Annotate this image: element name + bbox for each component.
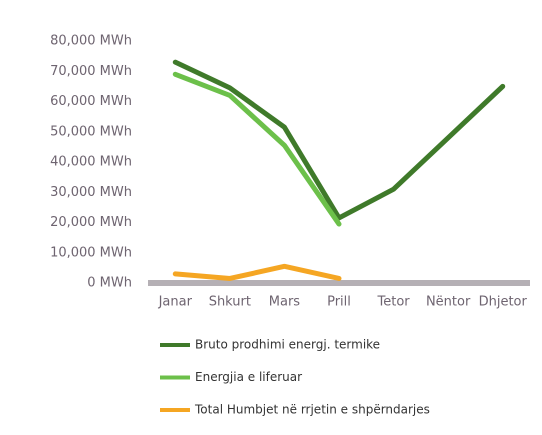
y-tick-label: 40,000 MWh xyxy=(50,155,132,170)
y-tick-label: 60,000 MWh xyxy=(50,94,132,109)
series-line xyxy=(172,71,342,227)
series-line xyxy=(172,263,342,281)
x-tick-label: Dhjetor xyxy=(479,295,528,310)
y-tick-label: 0 MWh xyxy=(87,276,132,291)
x-axis xyxy=(148,280,530,286)
x-tick-label: Prill xyxy=(327,295,351,310)
x-tick-label: Tetor xyxy=(377,295,411,310)
x-tick-label: Nëntor xyxy=(426,295,471,310)
y-tick-label: 20,000 MWh xyxy=(50,215,132,230)
y-tick-label: 10,000 MWh xyxy=(50,245,132,260)
x-tick-label: Shkurt xyxy=(209,295,251,310)
legend-label: Bruto prodhimi energj. termike xyxy=(195,338,380,352)
y-tick-label: 70,000 MWh xyxy=(50,64,132,79)
y-tick-label: 30,000 MWh xyxy=(50,185,132,200)
x-tick-label: Janar xyxy=(158,295,193,310)
y-tick-label: 80,000 MWh xyxy=(50,34,132,49)
series-line xyxy=(172,59,506,221)
x-tick-label: Mars xyxy=(269,295,301,310)
legend-label: Total Humbjet në rrjetin e shpërndarjes xyxy=(194,403,430,417)
y-tick-label: 50,000 MWh xyxy=(50,124,132,139)
legend-label: Energjia e liferuar xyxy=(195,370,302,384)
